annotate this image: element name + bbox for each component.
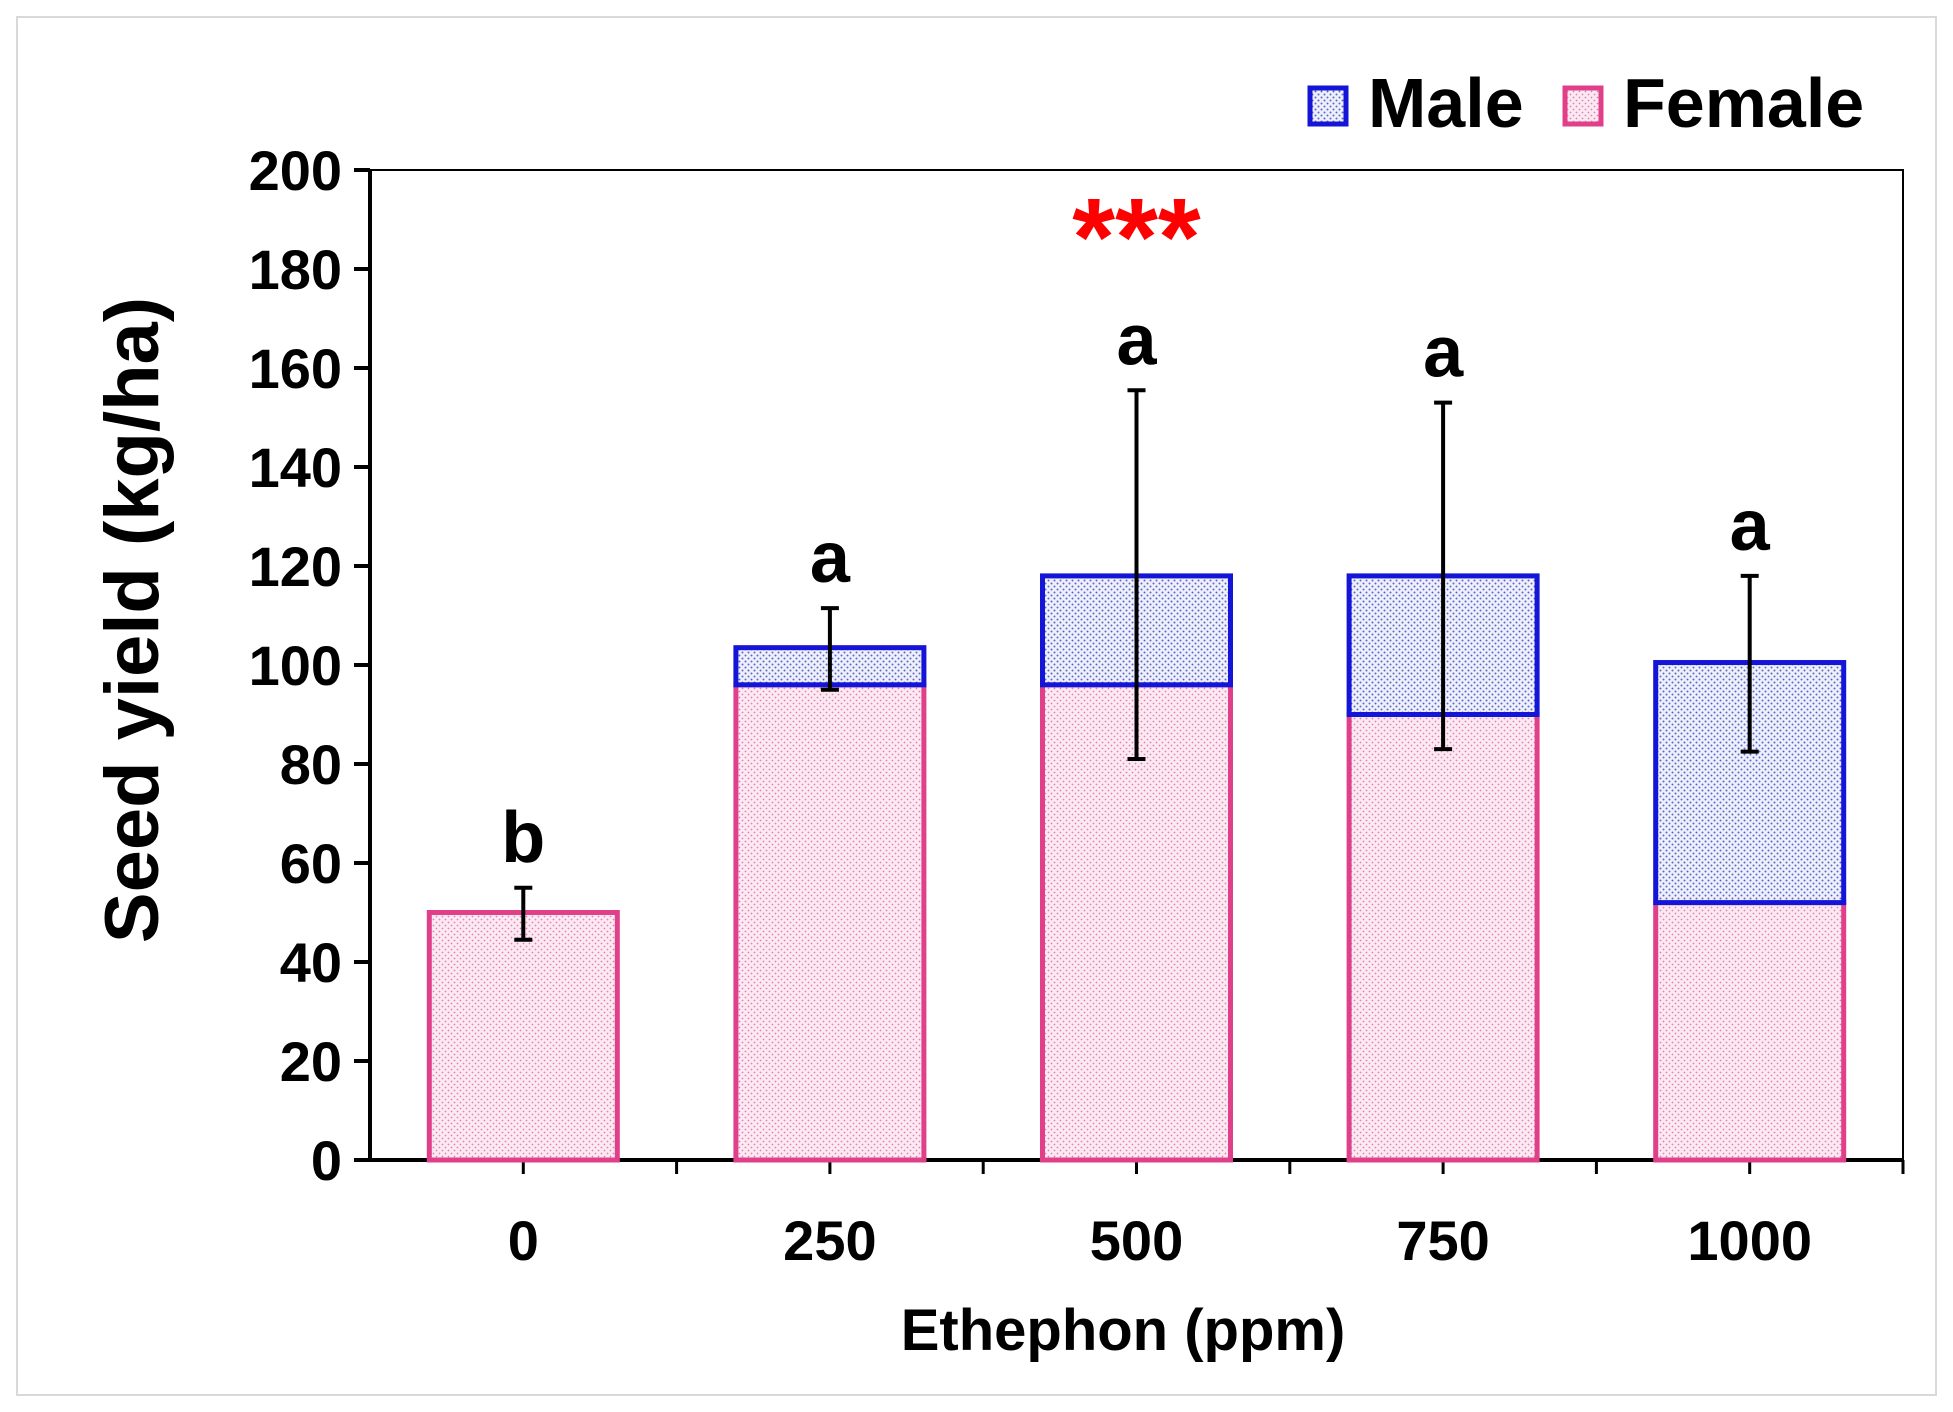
x-tick-label: 1000: [1687, 1209, 1812, 1272]
figure-frame: [16, 16, 1937, 1396]
x-tick-label: 500: [1090, 1209, 1183, 1272]
group-letter: a: [1116, 300, 1157, 380]
y-tick-label: 160: [249, 337, 342, 400]
bar-female: [426, 910, 620, 1163]
bar-female: [733, 682, 927, 1163]
y-tick-label: 140: [249, 436, 342, 499]
x-tick-label: 250: [783, 1209, 876, 1272]
y-tick-label: 60: [280, 832, 342, 895]
y-tick-label: 0: [311, 1129, 342, 1192]
bar-female: [1040, 682, 1233, 1163]
legend: Male Female: [1307, 64, 1864, 142]
y-axis-title: Seed yield (kg/ha): [90, 297, 175, 943]
group-letter: a: [1730, 486, 1771, 566]
x-tick-label: 750: [1396, 1209, 1489, 1272]
y-tick-label: 100: [249, 634, 342, 697]
x-axis-title: Ethephon (ppm): [901, 1298, 1346, 1363]
bar-female: [1653, 900, 1847, 1163]
y-axis: 0 20 40 60 80 100 120 140 160 180 200: [249, 139, 372, 1192]
bar-female: [1346, 712, 1540, 1163]
legend-swatch-male: [1307, 85, 1349, 127]
x-tick-label: 0: [508, 1209, 539, 1272]
group-letter: b: [501, 798, 545, 878]
significance-letters: b a a a a: [501, 300, 1770, 877]
y-tick-label: 180: [249, 238, 342, 301]
legend-swatch-female: [1562, 85, 1604, 127]
y-tick-label: 20: [280, 1030, 342, 1093]
significance-stars: ***: [1072, 176, 1201, 299]
y-tick-label: 120: [249, 535, 342, 598]
x-axis: 0 250 500 750 1000: [354, 1158, 1905, 1272]
group-letter: a: [810, 518, 851, 598]
y-tick-label: 40: [280, 931, 342, 994]
y-tick-label: 200: [249, 139, 342, 202]
group-letter: a: [1423, 313, 1464, 393]
y-tick-label: 80: [280, 733, 342, 796]
legend-label-female: Female: [1623, 64, 1864, 142]
legend-label-male: Male: [1368, 64, 1524, 142]
error-bars: [514, 388, 1759, 942]
